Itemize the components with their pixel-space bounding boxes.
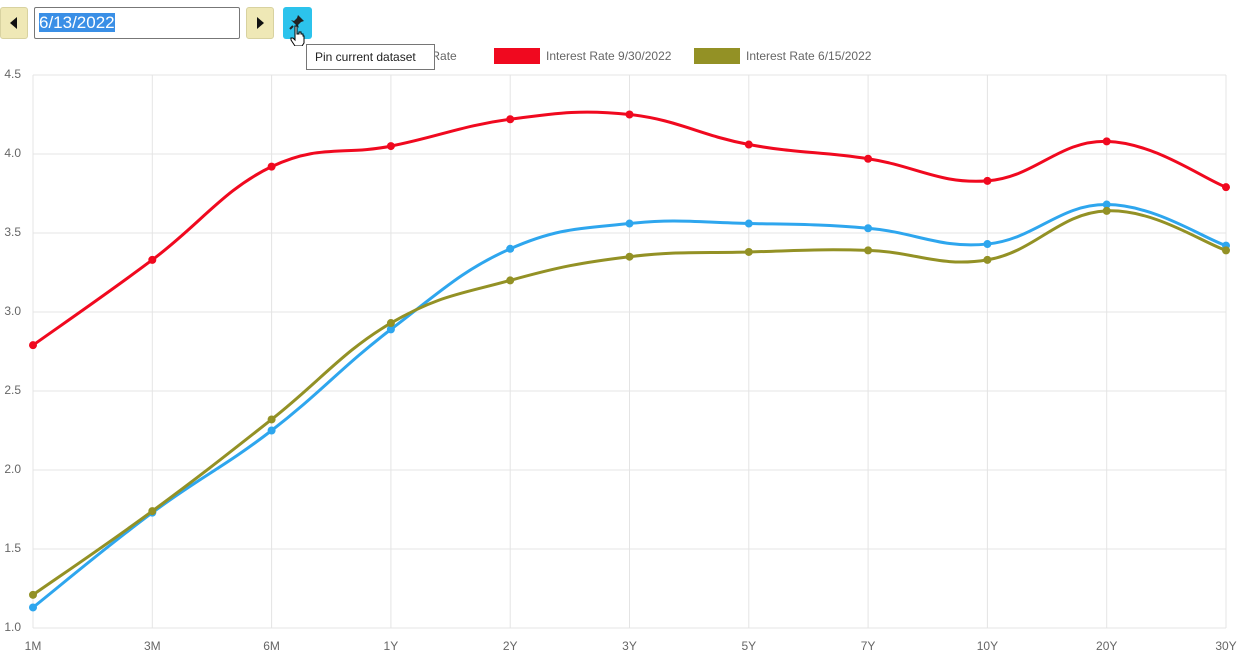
legend-swatch [494,48,540,64]
x-tick-label: 30Y [1215,639,1236,653]
data-point [744,219,753,228]
series-line [32,209,1227,597]
data-point [1222,246,1230,255]
x-tick-label: 20Y [1096,639,1117,653]
data-point [983,240,992,249]
x-tick-label: 10Y [977,639,998,653]
hand-cursor [290,25,305,46]
series-line [32,203,1227,609]
data-point [386,319,395,328]
data-point [148,507,157,516]
x-tick-label: 3M [144,639,161,653]
x-tick-label: 7Y [861,639,876,653]
x-tick-label: 3Y [622,639,637,653]
data-point [267,415,276,424]
data-point [983,176,992,185]
y-tick-label: 2.0 [4,462,21,476]
y-tick-label: 4.5 [4,67,21,81]
y-tick-label: 3.5 [4,225,21,239]
data-point [864,246,873,255]
y-tick-label: 1.5 [4,541,21,555]
x-tick-label: 2Y [503,639,518,653]
tooltip: Pin current dataset [306,44,435,70]
data-point [625,219,634,228]
date-text: 6/13/2022 [39,13,115,32]
next-button[interactable] [246,7,274,39]
right-arrow-icon [257,17,264,29]
data-point [1102,137,1111,146]
y-tick-label: 3.0 [4,304,21,318]
data-point [864,154,873,163]
data-point [386,325,395,334]
data-point [1102,206,1111,215]
data-point [625,110,634,119]
x-tick-label: 6M [263,639,280,653]
data-point [148,255,157,264]
left-arrow-icon [10,17,17,29]
data-point [625,252,634,261]
data-point [506,244,515,253]
data-point [1222,183,1230,192]
data-point [386,142,395,151]
legend-label: Interest Rate 9/30/2022 [546,49,672,63]
x-tick-label: 1M [25,639,42,653]
data-point [29,341,37,350]
y-tick-label: 1.0 [4,620,21,634]
data-point [29,603,37,612]
data-point [267,426,276,435]
data-point [1102,200,1111,209]
pin-button[interactable] [283,7,312,39]
x-tick-label: 1Y [384,639,399,653]
y-tick-label: 4.0 [4,146,21,160]
legend-label: Interest Rate 6/15/2022 [746,49,872,63]
x-tick-label: 5Y [741,639,756,653]
data-point [864,224,873,233]
legend-swatch [694,48,740,64]
data-point [506,276,515,285]
y-tick-label: 2.5 [4,383,21,397]
data-point [744,140,753,149]
date-input[interactable]: 6/13/2022 [34,7,240,39]
data-point [744,247,753,256]
previous-button[interactable] [0,7,28,39]
data-point [267,162,276,171]
data-point [29,590,37,599]
data-point [983,255,992,264]
data-point [506,115,515,124]
pin-icon [289,15,304,30]
